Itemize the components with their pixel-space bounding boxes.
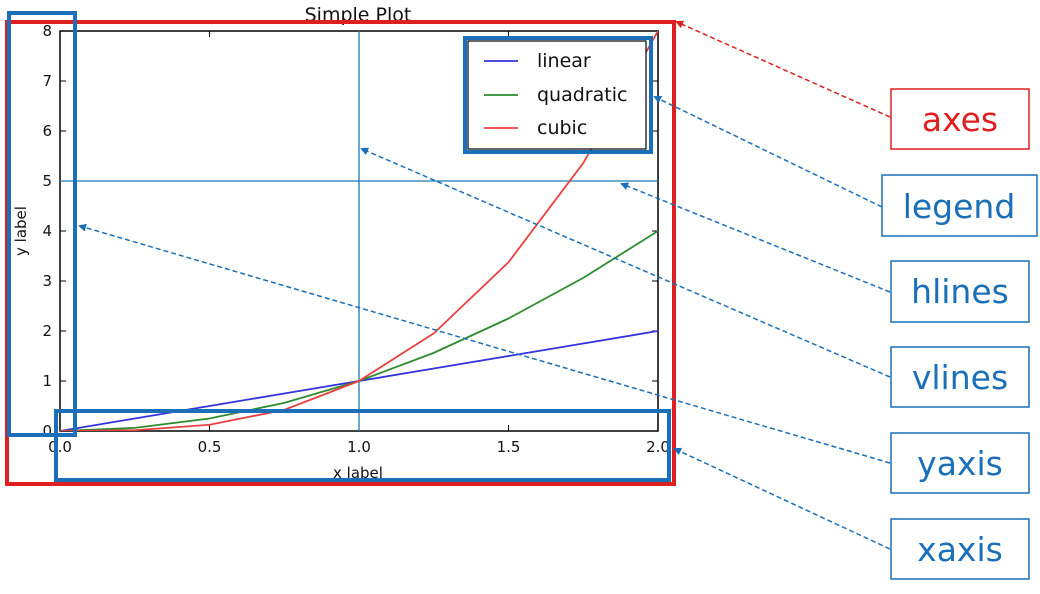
x-tick-label: 2.0 — [646, 438, 670, 456]
y-tick-label: 4 — [42, 222, 52, 240]
callout-yaxis: yaxis — [890, 432, 1030, 494]
y-tick-label: 1 — [42, 372, 52, 390]
legend-label-cubic: cubic — [537, 117, 587, 139]
x-tick-label: 0.0 — [48, 438, 72, 456]
callout-axes-label: axes — [922, 100, 998, 139]
y-axis-label: y label — [12, 206, 30, 256]
y-tick-label: 2 — [42, 322, 52, 340]
x-tick-label: 1.0 — [347, 438, 371, 456]
axes-pointer-arrow — [675, 20, 891, 118]
yaxis-highlight-box — [7, 11, 77, 437]
callout-yaxis-label: yaxis — [917, 444, 1003, 483]
legend-highlight-box — [463, 36, 653, 154]
axis-ticks: 0.0 0.5 1.0 1.5 2.0 0 1 2 3 4 5 6 7 8 — [42, 22, 669, 456]
callout-legend: legend — [881, 174, 1038, 237]
series-lines — [60, 31, 658, 431]
x-axis-label: x label — [333, 464, 383, 482]
x-tick-label: 1.5 — [497, 438, 521, 456]
y-tick-label: 5 — [42, 172, 52, 190]
callout-vlines-label: vlines — [912, 358, 1008, 397]
yaxis-pointer-arrow — [78, 223, 891, 464]
legend-label-quadratic: quadratic — [537, 84, 627, 106]
x-tick-label: 0.5 — [198, 438, 222, 456]
callout-hlines-label: hlines — [911, 272, 1009, 311]
legend-label-linear: linear — [537, 50, 591, 72]
series-line-cubic — [60, 31, 658, 431]
y-tick-label: 7 — [42, 72, 52, 90]
reference-lines — [60, 31, 658, 431]
callout-legend-label: legend — [903, 187, 1016, 226]
callout-xaxis-label: xaxis — [917, 530, 1003, 569]
xaxis-highlight-box — [54, 409, 671, 482]
callout-vlines: vlines — [890, 346, 1030, 408]
callout-axes: axes — [890, 88, 1030, 150]
callout-xaxis: xaxis — [890, 518, 1030, 580]
y-tick-label: 8 — [42, 22, 52, 40]
legend: linear quadratic cubic — [467, 40, 647, 150]
y-tick-label: 0 — [42, 422, 52, 440]
legend-pointer-arrow — [653, 96, 883, 208]
y-tick-label: 6 — [42, 122, 52, 140]
y-tick-label: 3 — [42, 272, 52, 290]
callout-hlines: hlines — [890, 260, 1030, 323]
xaxis-pointer-arrow — [673, 447, 891, 550]
hlines-pointer-arrow — [620, 182, 891, 293]
